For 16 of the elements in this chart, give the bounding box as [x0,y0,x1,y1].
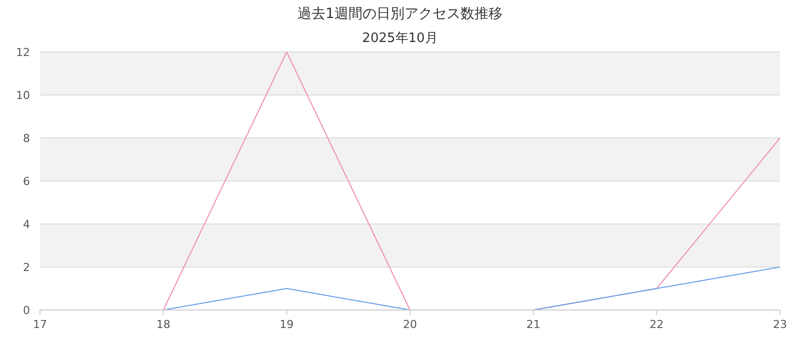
x-tick-label: 17 [33,318,47,331]
chart-subtitle: 2025年10月 [362,31,438,46]
y-tick-label: 6 [23,175,30,188]
y-tick-label: 8 [23,132,30,145]
y-tick-label: 12 [16,46,30,59]
x-tick-label: 20 [403,318,417,331]
x-tick-label: 22 [650,318,664,331]
x-tick-label: 21 [526,318,540,331]
y-tick-label: 0 [23,304,30,317]
y-tick-label: 4 [23,218,30,231]
x-tick-label: 19 [280,318,294,331]
x-tick-label: 23 [773,318,787,331]
y-tick-label: 2 [23,261,30,274]
chart-title: 過去1週間の日別アクセス数推移 [298,6,502,22]
y-tick-label: 10 [16,89,30,102]
x-tick-label: 18 [156,318,170,331]
